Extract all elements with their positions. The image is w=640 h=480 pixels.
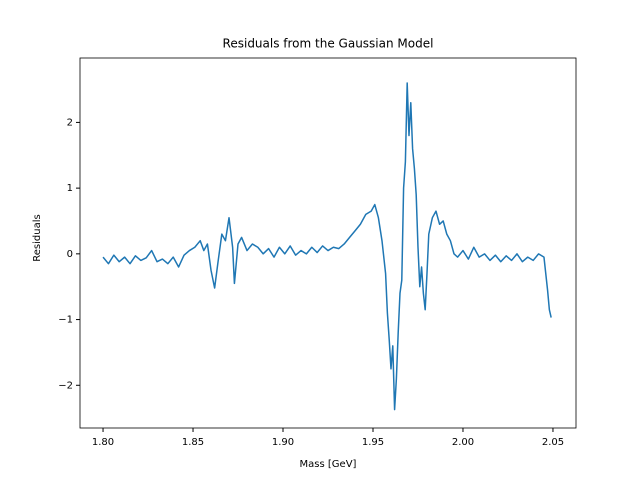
x-tick-label: 2.00 — [452, 437, 474, 448]
x-axis-label: Mass [GeV] — [300, 459, 357, 470]
series-line — [102, 82, 552, 411]
x-tick-label: 2.05 — [542, 437, 564, 448]
y-tick-label: 1 — [67, 183, 73, 194]
y-tick-label: −2 — [58, 380, 73, 391]
x-tick-label: 1.90 — [272, 437, 294, 448]
x-tick-label: 1.80 — [92, 437, 114, 448]
y-tick-label: −1 — [58, 315, 73, 326]
y-tick-label: 0 — [67, 249, 73, 260]
x-tick-label: 1.85 — [182, 437, 204, 448]
chart-title: Residuals from the Gaussian Model — [223, 37, 434, 51]
plot-frame — [79, 57, 577, 429]
y-axis-label: Residuals — [32, 214, 43, 261]
y-tick-label: 2 — [67, 117, 73, 128]
x-tick-label: 1.95 — [362, 437, 384, 448]
